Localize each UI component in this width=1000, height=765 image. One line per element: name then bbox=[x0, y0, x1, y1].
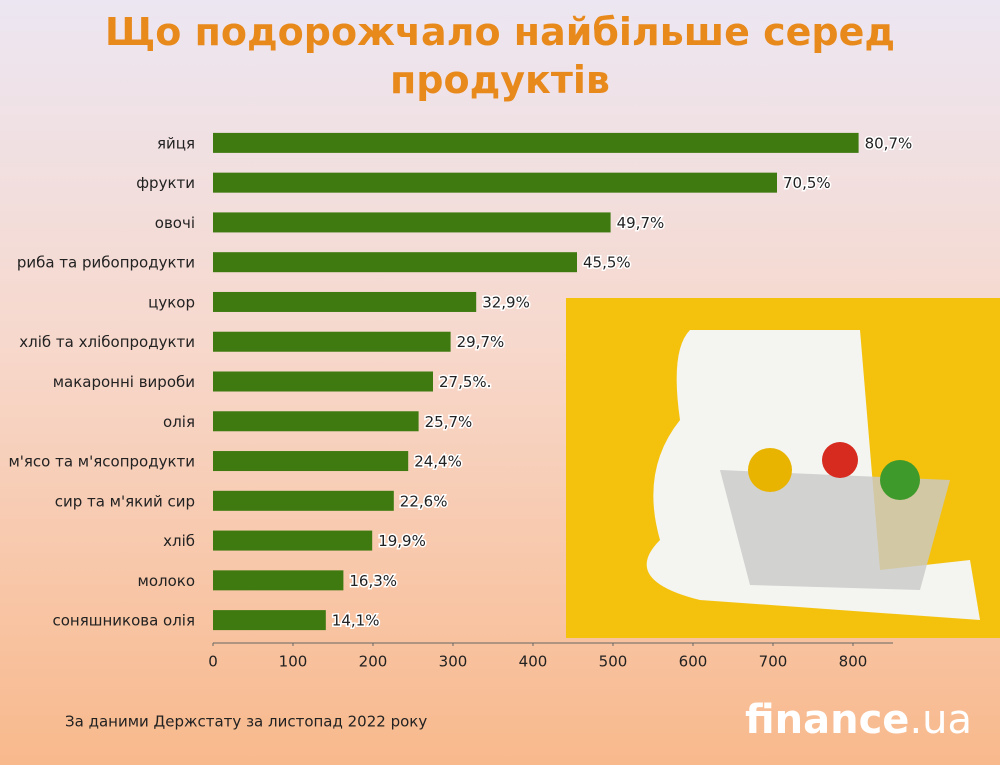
value-label: 25,7% bbox=[425, 413, 473, 431]
fruit bbox=[748, 448, 792, 492]
bar bbox=[213, 331, 451, 352]
logo-suffix: .ua bbox=[909, 697, 972, 743]
chart-title: Що подорожчало найбільше серед продуктів bbox=[104, 10, 896, 102]
bar bbox=[213, 291, 477, 312]
value-label: 70,5% bbox=[783, 174, 831, 192]
source-note: За даними Держстату за листопад 2022 рок… bbox=[65, 713, 427, 731]
bar bbox=[213, 610, 326, 631]
fruit bbox=[822, 442, 858, 478]
value-label: 80,7% bbox=[865, 134, 913, 152]
category-label: сир та м'який сир bbox=[55, 492, 195, 510]
value-label: 24,4% bbox=[414, 453, 462, 471]
basket bbox=[720, 470, 950, 590]
x-tick-label: 400 bbox=[519, 653, 548, 671]
value-label: 32,9% bbox=[482, 293, 530, 311]
value-label: 22,6% bbox=[400, 492, 448, 510]
value-label: 49,7% bbox=[617, 214, 665, 232]
value-label: 14,1% bbox=[332, 612, 380, 630]
bar bbox=[213, 451, 409, 472]
bar bbox=[213, 530, 373, 551]
category-label: м'ясо та м'ясопродукти bbox=[8, 453, 195, 471]
bar bbox=[213, 172, 777, 193]
value-label: 29,7% bbox=[457, 333, 505, 351]
category-label: риба та рибопродукти bbox=[17, 254, 195, 272]
value-label: 45,5% bbox=[583, 254, 631, 272]
category-label: соняшникова олія bbox=[52, 612, 195, 630]
bar bbox=[213, 371, 433, 392]
x-tick-label: 800 bbox=[839, 653, 868, 671]
bar bbox=[213, 212, 611, 233]
bar bbox=[213, 411, 419, 432]
value-label: 19,9% bbox=[378, 532, 426, 550]
value-label: 27,5%. bbox=[439, 373, 491, 391]
category-label: хліб bbox=[163, 532, 195, 550]
category-label: цукор bbox=[148, 293, 195, 311]
category-label: макаронні вироби bbox=[53, 373, 195, 391]
bar bbox=[213, 132, 859, 153]
bar bbox=[213, 252, 577, 273]
value-label: 16,3% bbox=[349, 572, 397, 590]
bar bbox=[213, 570, 344, 591]
logo: finance.ua bbox=[745, 697, 972, 743]
fruit bbox=[880, 460, 920, 500]
category-label: молоко bbox=[138, 572, 196, 590]
x-tick-label: 500 bbox=[599, 653, 628, 671]
bar bbox=[213, 490, 394, 511]
category-label: яйця bbox=[157, 134, 195, 152]
x-tick-label: 100 bbox=[279, 653, 308, 671]
category-label: фрукти bbox=[136, 174, 195, 192]
category-label: хліб та хлібопродукти bbox=[19, 333, 195, 351]
category-label: овочі bbox=[155, 214, 195, 232]
category-label: олія bbox=[163, 413, 195, 431]
x-tick-label: 600 bbox=[679, 653, 708, 671]
x-tick-label: 200 bbox=[359, 653, 388, 671]
x-tick-label: 0 bbox=[208, 653, 218, 671]
x-tick-label: 300 bbox=[439, 653, 468, 671]
photo bbox=[566, 298, 1000, 638]
logo-text: finance bbox=[745, 697, 909, 743]
x-tick-label: 700 bbox=[759, 653, 788, 671]
